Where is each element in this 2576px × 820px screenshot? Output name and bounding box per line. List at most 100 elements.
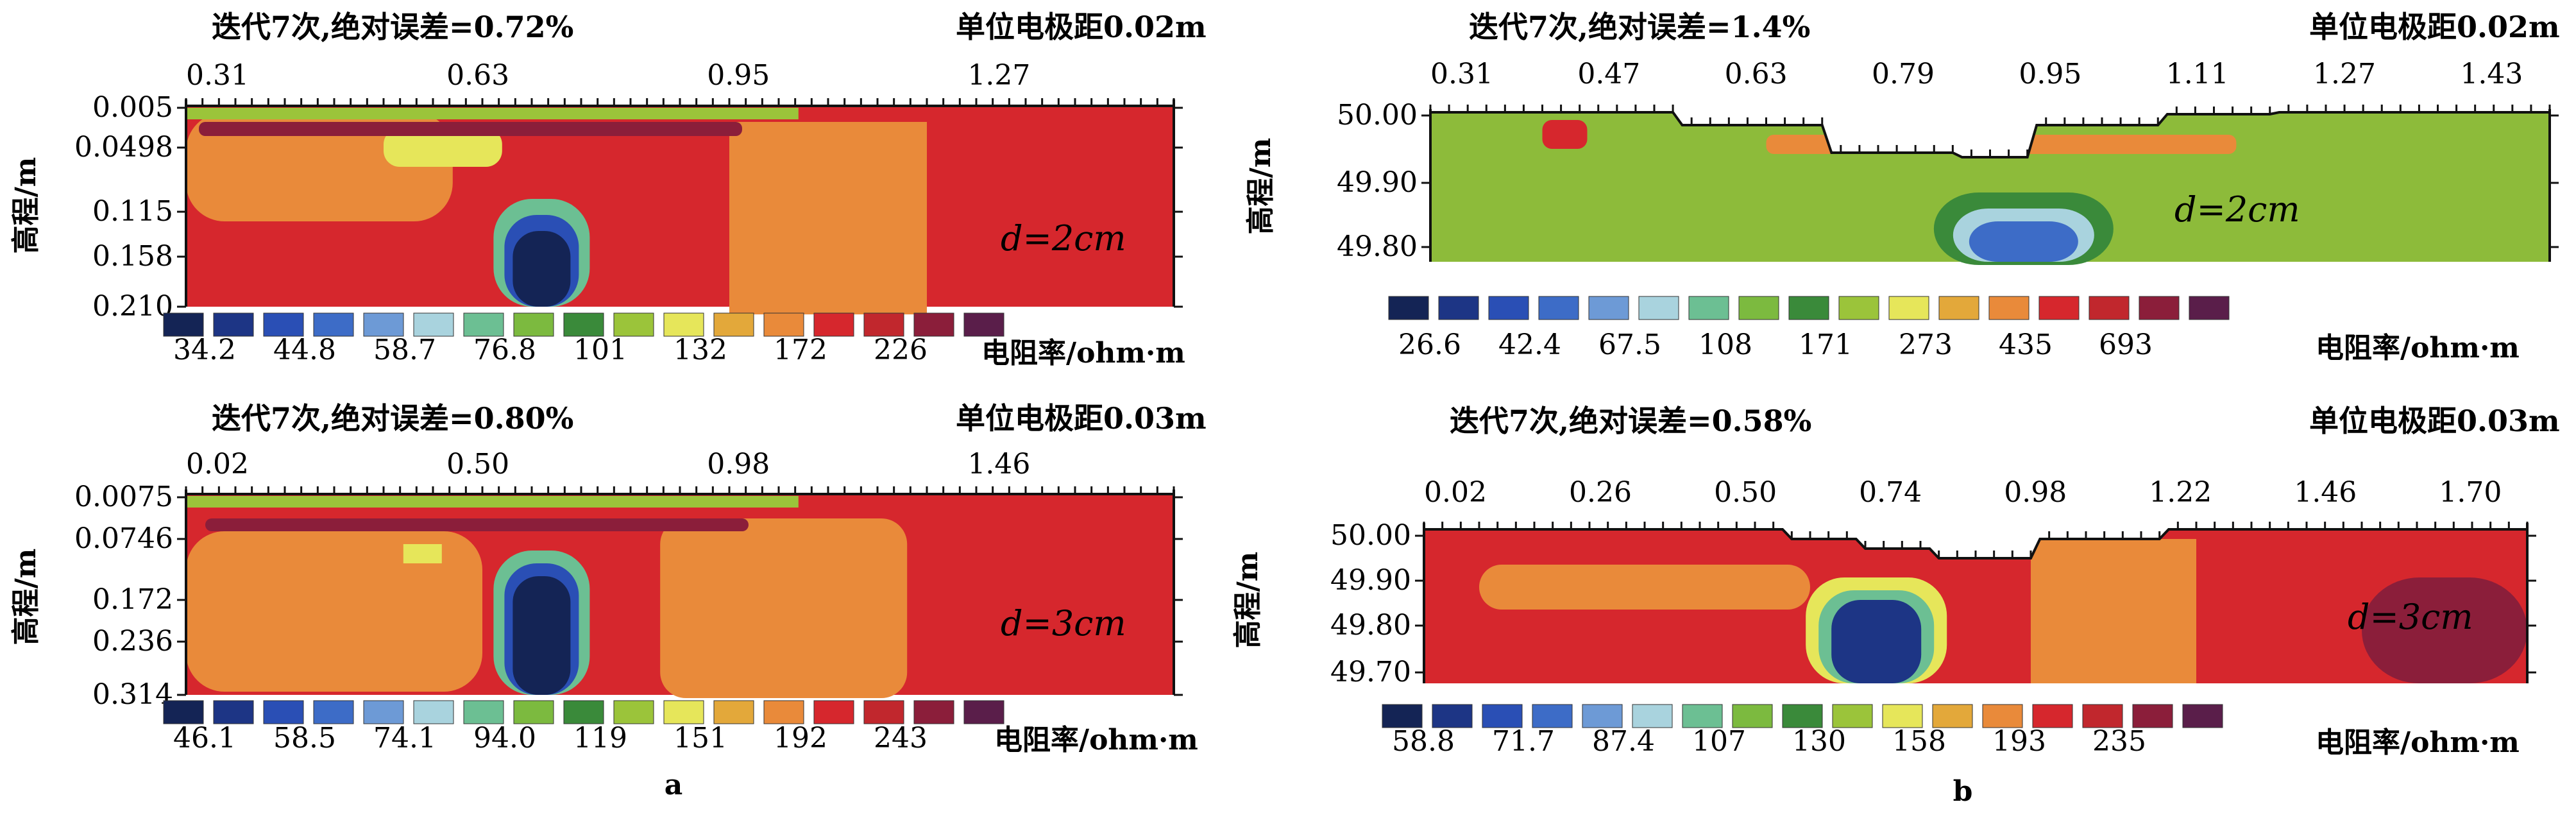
y-axis: 0.0075 0.0746 0.172 0.236 0.314 高程/m <box>10 481 1183 711</box>
legend-swatch <box>963 312 1004 337</box>
zone-yellow <box>403 544 442 563</box>
x-tick-label: 0.98 <box>2004 476 2067 509</box>
legend-swatch <box>513 312 554 337</box>
color-legend: 26.6 42.4 67.5 108 171 273 435 693 电阻率/ohm·m <box>1388 296 2520 364</box>
legend-swatch <box>1432 704 1473 728</box>
y-tick-label: 49.80 <box>1330 609 1411 642</box>
y-tick-label: 0.0075 <box>74 481 173 513</box>
legend-value: 71.7 <box>1492 725 1555 758</box>
legend-swatch <box>563 700 604 724</box>
y-axis-label: 高程/m <box>10 157 42 254</box>
x-tick-label: 1.46 <box>967 448 1030 481</box>
legend-value: 34.2 <box>173 334 236 366</box>
legend-swatch <box>1932 704 1973 728</box>
legend-swatch <box>413 312 454 337</box>
legend-swatch <box>2182 704 2223 728</box>
legend-swatch <box>1582 704 1623 728</box>
legend-swatch <box>413 700 454 724</box>
panel-2: 迭代7次,绝对误差=1.4% 单位电极距0.02m 0.31 0.47 0.63 0.79… <box>1244 10 2560 364</box>
legend-swatch <box>1532 704 1573 728</box>
legend-swatch <box>913 312 954 337</box>
legend-unit-label: 电阻率/ohm·m <box>2316 332 2520 364</box>
x-tick-label: 0.50 <box>446 448 509 481</box>
legend-swatch <box>1538 296 1579 320</box>
legend-value: 108 <box>1699 329 1752 361</box>
legend-swatch <box>163 312 204 337</box>
x-tick-label: 0.63 <box>1725 58 1788 90</box>
legend-value: 171 <box>1799 329 1852 361</box>
legend-swatch <box>513 700 554 724</box>
chart-title: 迭代7次,绝对误差=1.4% <box>1469 10 1810 44</box>
y-axis: 0.005 0.0498 0.115 0.158 0.210 高程/m <box>10 91 1183 323</box>
zone-orange-right <box>2031 539 2196 683</box>
legend-value: 42.4 <box>1498 329 1561 361</box>
legend-swatch <box>1632 704 1673 728</box>
zone-orange-right <box>729 122 927 314</box>
legend-value: 158 <box>1892 725 1946 758</box>
unit-spacing-label: 单位电极距0.03m <box>2309 404 2560 438</box>
legend-swatch <box>2189 296 2230 320</box>
legend-swatch <box>763 700 804 724</box>
legend-value: 67.5 <box>1598 329 1661 361</box>
legend-swatch <box>863 700 904 724</box>
legend-swatch <box>1588 296 1629 320</box>
legend-swatch <box>813 312 854 337</box>
legend-value: 46.1 <box>173 722 236 755</box>
legend-swatch <box>2038 296 2080 320</box>
y-tick-label: 0.158 <box>92 240 173 273</box>
depth-annotation: d=3cm <box>2348 597 2473 637</box>
y-tick-label: 49.70 <box>1330 656 1411 688</box>
x-tick-label: 0.98 <box>707 448 770 481</box>
x-tick-label: 0.02 <box>186 448 249 481</box>
zone-red <box>1542 120 1588 149</box>
panel-1: 迭代7次,绝对误差=0.72% 单位电极距0.02m 0.31 0.63 0.95 1.2… <box>10 10 1207 370</box>
x-tick-label: 0.02 <box>1424 476 1487 509</box>
legend-value: 151 <box>674 722 727 755</box>
legend-swatch <box>1988 296 2029 320</box>
x-tick-label: 0.47 <box>1577 58 1640 90</box>
legend-swatch <box>1382 704 1423 728</box>
legend-value: 235 <box>2092 725 2146 758</box>
section-background <box>1430 112 2550 262</box>
legend-value: 119 <box>573 722 627 755</box>
legend-value: 107 <box>1692 725 1746 758</box>
legend-value: 172 <box>774 334 827 366</box>
legend-value: 74.1 <box>373 722 436 755</box>
chart-title: 迭代7次,绝对误差=0.80% <box>212 401 573 436</box>
legend-value: 44.8 <box>273 334 336 366</box>
legend-swatch <box>1838 296 1879 320</box>
legend-swatch <box>763 312 804 337</box>
legend-swatch <box>1732 704 1773 728</box>
legend-value: 130 <box>1792 725 1846 758</box>
legend-swatch <box>2132 704 2173 728</box>
y-tick-label: 0.005 <box>92 91 173 124</box>
y-tick-label: 49.80 <box>1337 230 1418 263</box>
legend-swatch <box>1888 296 1929 320</box>
legend-swatch <box>813 700 854 724</box>
legend-swatch <box>463 312 504 337</box>
zone-orange-right <box>660 518 908 698</box>
y-tick-label: 0.0498 <box>74 131 173 164</box>
zone-core <box>1831 600 1922 683</box>
zone-yellow <box>384 128 502 167</box>
chart-title: 迭代7次,绝对误差=0.58% <box>1450 404 1811 438</box>
surface-mask <box>1424 500 2527 558</box>
zone-purple-band <box>205 518 749 531</box>
legend-swatch <box>1788 296 1829 320</box>
x-tick-label: 1.27 <box>2313 58 2376 90</box>
x-tick-label: 0.95 <box>2019 58 2081 90</box>
zone-core <box>513 231 571 307</box>
x-tick-label: 1.43 <box>2460 58 2523 90</box>
legend-swatch <box>663 312 704 337</box>
zone-core <box>1969 221 2078 262</box>
legend-swatch <box>1438 296 1479 320</box>
legend-value: 58.5 <box>273 722 336 755</box>
legend-swatch <box>1938 296 1979 320</box>
legend-swatch <box>2139 296 2180 320</box>
x-tick-label: 0.95 <box>707 59 770 92</box>
color-legend: 34.2 44.8 58.7 76.8 101 132 172 226 电阻率/ohm·m <box>163 312 1185 370</box>
zone-core <box>513 576 571 695</box>
legend-value: 193 <box>1992 725 2046 758</box>
legend-value: 192 <box>774 722 827 755</box>
